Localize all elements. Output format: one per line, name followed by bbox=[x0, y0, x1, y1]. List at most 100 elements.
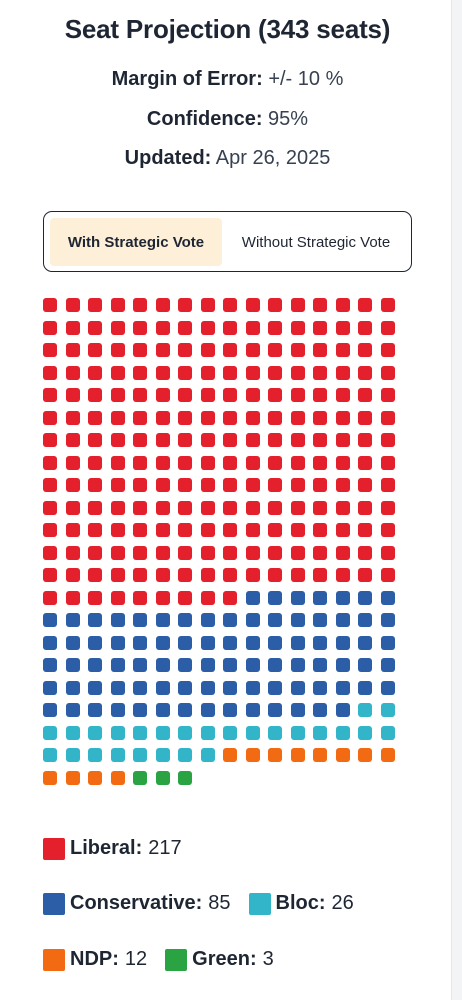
seat-ndp bbox=[290, 748, 305, 762]
seat-liberal bbox=[178, 478, 192, 492]
legend-row-2: Conservative: 85 Bloc: 26 bbox=[43, 892, 372, 915]
seat-liberal bbox=[133, 478, 147, 492]
seat-liberal bbox=[155, 500, 170, 515]
seat-bloc bbox=[223, 725, 237, 740]
legend-item-green: Green: 3 bbox=[165, 948, 274, 971]
seat-conservative bbox=[223, 613, 237, 627]
seat-liberal bbox=[313, 365, 327, 380]
updated-label: Updated: bbox=[124, 147, 212, 169]
strategic-vote-toggle: With Strategic Vote Without Strategic Vo… bbox=[43, 211, 412, 272]
seat-bloc bbox=[335, 725, 350, 740]
without-strategic-vote-button[interactable]: Without Strategic Vote bbox=[241, 233, 391, 251]
seat-conservative bbox=[43, 680, 57, 695]
legend-ndp-value: 12 bbox=[124, 948, 148, 970]
seat-liberal bbox=[200, 298, 215, 312]
seat-conservative bbox=[223, 635, 237, 650]
seat-liberal bbox=[358, 343, 372, 357]
seat-liberal bbox=[223, 320, 237, 335]
seat-liberal bbox=[88, 365, 102, 380]
seat-conservative bbox=[65, 703, 80, 717]
seat-liberal bbox=[268, 343, 282, 357]
seat-conservative bbox=[313, 680, 327, 695]
seat-liberal bbox=[88, 298, 102, 312]
seat-liberal bbox=[133, 568, 147, 582]
seat-liberal bbox=[313, 478, 327, 492]
seat-liberal bbox=[88, 545, 102, 560]
seat-liberal bbox=[178, 433, 192, 447]
seat-conservative bbox=[358, 613, 372, 627]
seat-bloc bbox=[200, 748, 215, 762]
seat-liberal bbox=[178, 388, 192, 402]
seat-conservative bbox=[313, 635, 327, 650]
seat-conservative bbox=[65, 658, 80, 672]
seat-conservative bbox=[43, 703, 57, 717]
page-title: Seat Projection (343 seats) bbox=[64, 14, 391, 44]
seat-conservative bbox=[245, 635, 260, 650]
seat-liberal bbox=[43, 365, 57, 380]
seat-liberal bbox=[178, 568, 192, 582]
seat-ndp bbox=[88, 770, 102, 785]
seat-liberal bbox=[380, 500, 395, 515]
seat-liberal bbox=[65, 568, 80, 582]
seat-conservative bbox=[335, 613, 350, 627]
seat-liberal bbox=[110, 590, 125, 605]
seat-conservative bbox=[290, 635, 305, 650]
seat-liberal bbox=[358, 320, 372, 335]
seat-liberal bbox=[88, 433, 102, 447]
seat-conservative bbox=[178, 703, 192, 717]
seat-liberal bbox=[290, 388, 305, 402]
seat-liberal bbox=[290, 545, 305, 560]
seat-conservative bbox=[358, 635, 372, 650]
with-strategic-vote-button[interactable]: With Strategic Vote bbox=[50, 218, 222, 266]
seat-liberal bbox=[155, 455, 170, 470]
seat-liberal bbox=[155, 545, 170, 560]
seat-liberal bbox=[335, 478, 350, 492]
seat-liberal bbox=[65, 298, 80, 312]
seat-conservative bbox=[110, 703, 125, 717]
legend-item-liberal: Liberal: 217 bbox=[43, 837, 182, 860]
seat-liberal bbox=[200, 455, 215, 470]
seat-liberal bbox=[223, 298, 237, 312]
seat-liberal bbox=[110, 298, 125, 312]
seat-liberal bbox=[200, 365, 215, 380]
seat-liberal bbox=[223, 455, 237, 470]
seat-liberal bbox=[65, 410, 80, 425]
seat-liberal bbox=[223, 523, 237, 537]
seat-ndp bbox=[380, 748, 395, 762]
seat-liberal bbox=[358, 523, 372, 537]
seat-conservative bbox=[88, 613, 102, 627]
seat-conservative bbox=[65, 613, 80, 627]
seat-conservative bbox=[268, 680, 282, 695]
seat-liberal bbox=[268, 455, 282, 470]
seat-bloc bbox=[358, 725, 372, 740]
seat-liberal bbox=[43, 343, 57, 357]
seat-conservative bbox=[358, 680, 372, 695]
seat-conservative bbox=[178, 680, 192, 695]
confidence-value: 95% bbox=[268, 108, 309, 130]
seat-ndp bbox=[65, 770, 80, 785]
seat-liberal bbox=[65, 478, 80, 492]
seat-liberal bbox=[268, 545, 282, 560]
seat-bloc bbox=[178, 748, 192, 762]
seat-liberal bbox=[155, 388, 170, 402]
seat-liberal bbox=[200, 410, 215, 425]
seat-liberal bbox=[110, 478, 125, 492]
seat-conservative bbox=[133, 613, 147, 627]
seat-conservative bbox=[290, 703, 305, 717]
legend-bloc-label: Bloc: bbox=[275, 892, 326, 914]
seat-bloc bbox=[155, 725, 170, 740]
seat-liberal bbox=[178, 545, 192, 560]
seat-liberal bbox=[223, 590, 237, 605]
seat-liberal bbox=[178, 365, 192, 380]
seat-liberal bbox=[290, 478, 305, 492]
seat-conservative bbox=[358, 590, 372, 605]
seat-liberal bbox=[155, 410, 170, 425]
seat-liberal bbox=[245, 523, 260, 537]
seat-conservative bbox=[335, 658, 350, 672]
seat-liberal bbox=[178, 500, 192, 515]
seat-liberal bbox=[65, 523, 80, 537]
seat-conservative bbox=[88, 635, 102, 650]
seat-bloc bbox=[245, 725, 260, 740]
seat-liberal bbox=[65, 320, 80, 335]
seat-liberal bbox=[245, 455, 260, 470]
